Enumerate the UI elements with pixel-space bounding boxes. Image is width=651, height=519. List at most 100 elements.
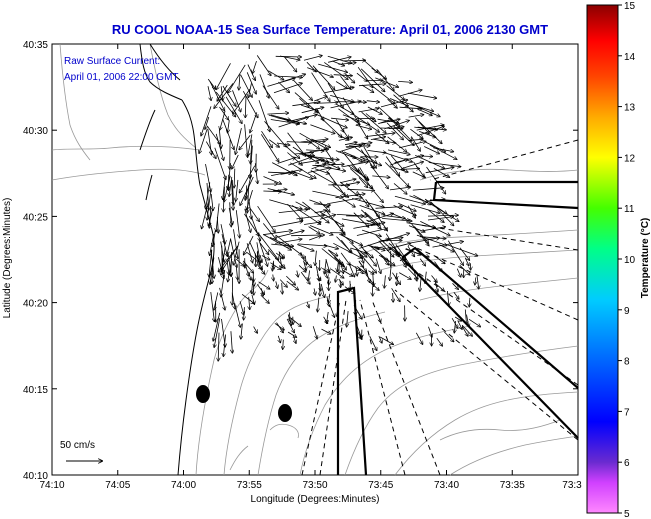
current-vector	[209, 249, 213, 277]
current-vector	[393, 183, 407, 194]
current-vector	[377, 118, 399, 123]
current-vector	[340, 75, 351, 89]
current-vector	[424, 146, 439, 154]
current-vector	[226, 258, 229, 275]
current-vector	[371, 206, 388, 231]
current-vector	[311, 72, 330, 102]
current-vector	[351, 243, 367, 257]
current-vector	[356, 329, 362, 340]
current-vector	[378, 119, 391, 125]
colorbar-tick-label: 11	[624, 204, 635, 215]
current-vector	[246, 243, 253, 262]
current-vector	[309, 199, 328, 207]
current-vector	[260, 255, 262, 262]
current-vector	[235, 258, 244, 266]
current-vector	[477, 275, 479, 288]
current-vector	[309, 236, 321, 241]
current-vector	[312, 164, 344, 165]
current-vector	[222, 85, 236, 106]
current-vector	[221, 269, 226, 297]
current-vector	[221, 245, 239, 272]
current-vector	[219, 106, 229, 120]
current-vector	[434, 282, 444, 291]
current-vector	[413, 268, 417, 281]
current-vector	[400, 169, 419, 170]
current-vector	[410, 204, 440, 214]
current-vector	[335, 194, 365, 199]
y-tick-label: 40:15	[23, 385, 48, 396]
station-marker	[278, 404, 292, 422]
current-vector	[367, 244, 385, 250]
current-vector	[454, 316, 461, 321]
current-vector	[417, 108, 432, 115]
current-vector	[379, 336, 393, 344]
current-vector	[310, 124, 334, 134]
colorbar-tick-label: 9	[624, 306, 630, 317]
current-vector	[434, 261, 443, 272]
current-vector	[321, 328, 331, 334]
current-vector	[399, 272, 411, 280]
current-vector	[447, 244, 478, 256]
current-vector	[394, 250, 399, 257]
current-vector	[409, 195, 428, 203]
current-vector	[415, 155, 444, 168]
current-vector	[214, 147, 226, 179]
y-axis-label: Latitude (Degrees:Minutes)	[2, 198, 13, 319]
current-vector	[475, 277, 476, 285]
current-vector	[389, 98, 408, 106]
current-vector	[462, 326, 468, 336]
current-vector	[341, 261, 346, 270]
current-vector	[340, 263, 344, 274]
current-vector	[233, 241, 240, 265]
current-vector	[341, 218, 374, 225]
current-vector	[219, 287, 225, 310]
latitude-ticks: 40:35 40:30 40:25 40:20 40:15 40:10	[23, 40, 578, 482]
current-vector	[426, 199, 445, 202]
current-vector	[386, 85, 405, 100]
current-vector	[244, 213, 259, 236]
current-vector	[279, 55, 300, 60]
current-vector	[228, 258, 233, 282]
current-vector	[223, 334, 226, 357]
current-vector	[312, 326, 317, 338]
current-vector	[301, 107, 324, 114]
current-vector	[297, 243, 327, 246]
current-vector	[250, 139, 252, 164]
figure-title: RU COOL NOAA-15 Sea Surface Temperature:…	[112, 22, 548, 37]
current-vector	[268, 249, 284, 268]
x-tick-label: 73:55	[237, 480, 262, 491]
current-vector	[327, 82, 343, 108]
current-vector	[228, 64, 246, 93]
current-vector	[207, 182, 209, 210]
current-vector	[424, 198, 447, 214]
current-vector	[360, 245, 377, 266]
current-vector	[258, 239, 268, 266]
current-vector	[286, 275, 295, 285]
current-vector	[380, 128, 402, 129]
colorbar-tick-label: 8	[624, 357, 630, 368]
current-vector	[320, 283, 321, 291]
current-vector	[261, 130, 273, 147]
current-vector	[431, 275, 438, 283]
current-vector	[307, 301, 309, 308]
current-vector	[232, 154, 239, 169]
current-vector	[401, 101, 433, 112]
current-vector	[315, 250, 316, 266]
colorbar-title: Temperature (°C)	[640, 218, 651, 299]
current-vector	[297, 270, 298, 277]
y-tick-label: 40:25	[23, 212, 48, 223]
current-vector	[348, 263, 354, 277]
current-vector	[366, 101, 379, 102]
current-vector	[468, 318, 480, 326]
current-vector	[213, 229, 216, 246]
current-vector	[417, 126, 445, 136]
current-vector	[339, 181, 358, 196]
current-vector	[415, 332, 422, 344]
current-vector	[276, 322, 284, 333]
current-vector	[433, 168, 450, 177]
current-vector	[336, 102, 366, 103]
current-vector	[390, 243, 411, 249]
current-vector	[340, 233, 353, 244]
current-vector	[221, 86, 223, 100]
current-vector	[314, 210, 327, 214]
